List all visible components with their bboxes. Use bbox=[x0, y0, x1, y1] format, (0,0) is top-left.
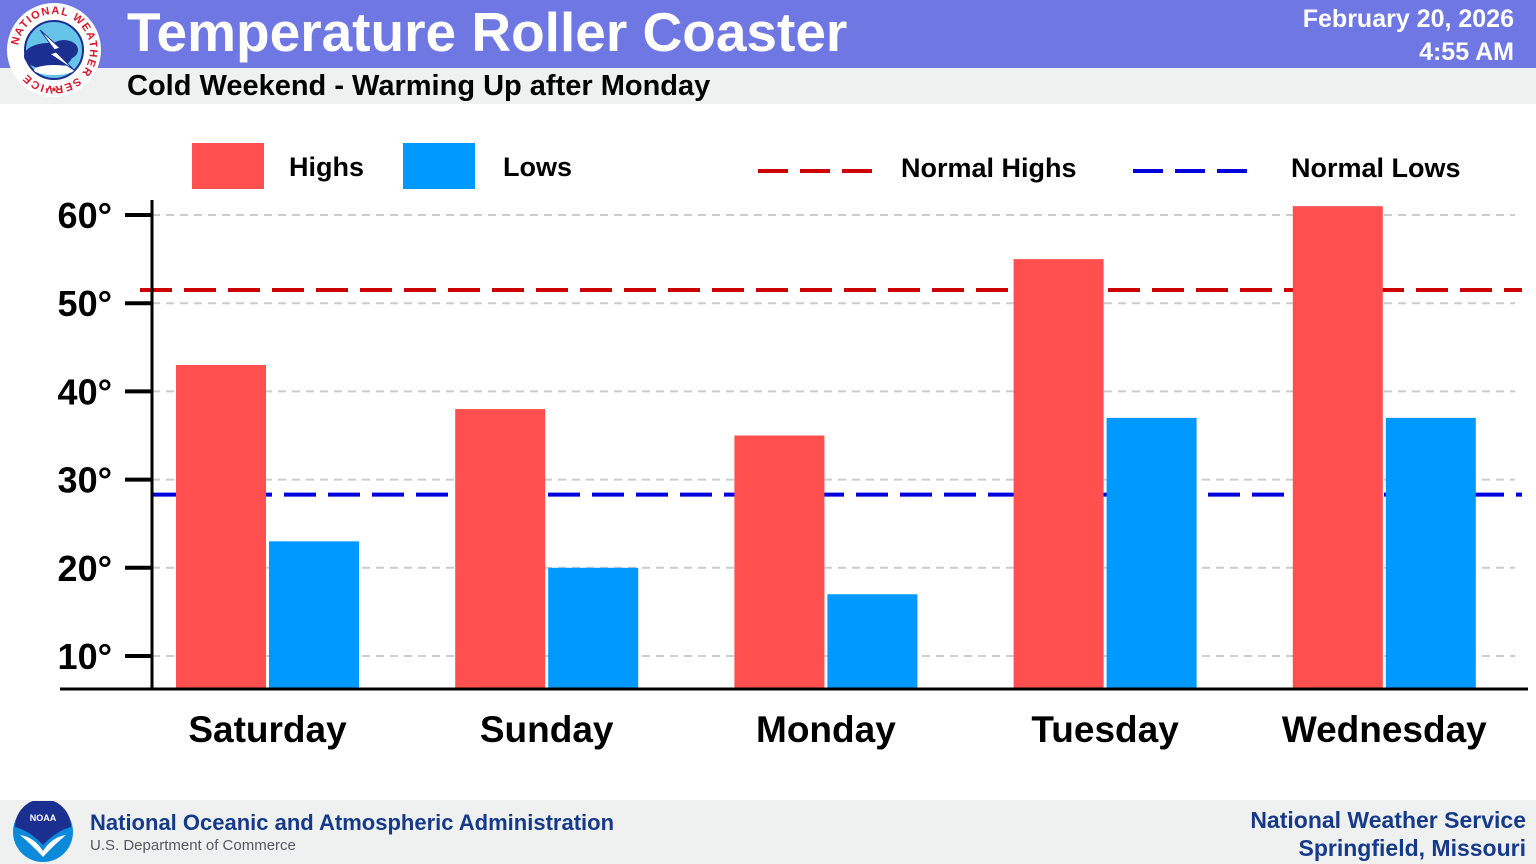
svg-text:• ★ •: • ★ • bbox=[45, 85, 62, 94]
y-tick-label: 20° bbox=[58, 548, 112, 589]
x-category-label: Sunday bbox=[480, 709, 614, 750]
x-category-label: Monday bbox=[756, 709, 896, 750]
issue-date: February 20, 2026 bbox=[1302, 5, 1514, 33]
legend-label-normal-highs: Normal Highs bbox=[901, 153, 1077, 183]
bar-lows bbox=[269, 541, 359, 689]
page-title: Temperature Roller Coaster bbox=[127, 1, 848, 63]
issue-time: 4:55 AM bbox=[1419, 38, 1514, 66]
office-location: Springfield, Missouri bbox=[1298, 835, 1526, 861]
bar-lows bbox=[1385, 417, 1476, 689]
y-tick-label: 60° bbox=[58, 195, 112, 236]
temperature-bar-chart: Highs Lows Normal Highs Normal Lows 10° 2… bbox=[58, 143, 1528, 750]
legend-label-lows: Lows bbox=[503, 152, 572, 182]
bar-lows bbox=[548, 567, 639, 689]
x-category-label: Saturday bbox=[188, 709, 347, 750]
y-tick-label: 10° bbox=[58, 636, 112, 677]
agency-department: U.S. Department of Commerce bbox=[90, 837, 296, 854]
legend-label-normal-lows: Normal Lows bbox=[1291, 153, 1461, 183]
agency-name: National Oceanic and Atmospheric Adminis… bbox=[90, 810, 615, 835]
bar-highs bbox=[455, 409, 546, 689]
y-tick-label: 40° bbox=[58, 371, 112, 412]
bar-lows bbox=[1106, 417, 1197, 689]
legend-swatch-lows bbox=[403, 143, 475, 189]
header-bar bbox=[0, 0, 1536, 68]
bar-highs bbox=[734, 435, 825, 689]
page-subtitle: Cold Weekend - Warming Up after Monday bbox=[127, 70, 711, 102]
x-category-label: Tuesday bbox=[1031, 709, 1179, 750]
nws-logo-icon: NATIONAL WEATHER SERVICE • ★ • bbox=[7, 3, 101, 97]
bar-highs bbox=[1013, 259, 1104, 689]
footer-bar bbox=[0, 800, 1536, 864]
y-tick-label: 50° bbox=[58, 283, 112, 324]
legend-label-highs: Highs bbox=[289, 152, 364, 182]
chart-legend: Highs Lows Normal Highs Normal Lows bbox=[192, 143, 1461, 189]
office-name: National Weather Service bbox=[1250, 807, 1526, 833]
bar-highs bbox=[1292, 206, 1383, 689]
bar-lows bbox=[827, 594, 918, 689]
bar-highs bbox=[176, 364, 266, 689]
subheader-bar bbox=[0, 68, 1536, 104]
legend-swatch-highs bbox=[192, 143, 264, 189]
svg-text:NOAA: NOAA bbox=[30, 813, 57, 823]
x-category-label: Wednesday bbox=[1282, 709, 1487, 750]
noaa-logo-icon: NOAA bbox=[13, 801, 73, 862]
y-tick-label: 30° bbox=[58, 460, 112, 501]
